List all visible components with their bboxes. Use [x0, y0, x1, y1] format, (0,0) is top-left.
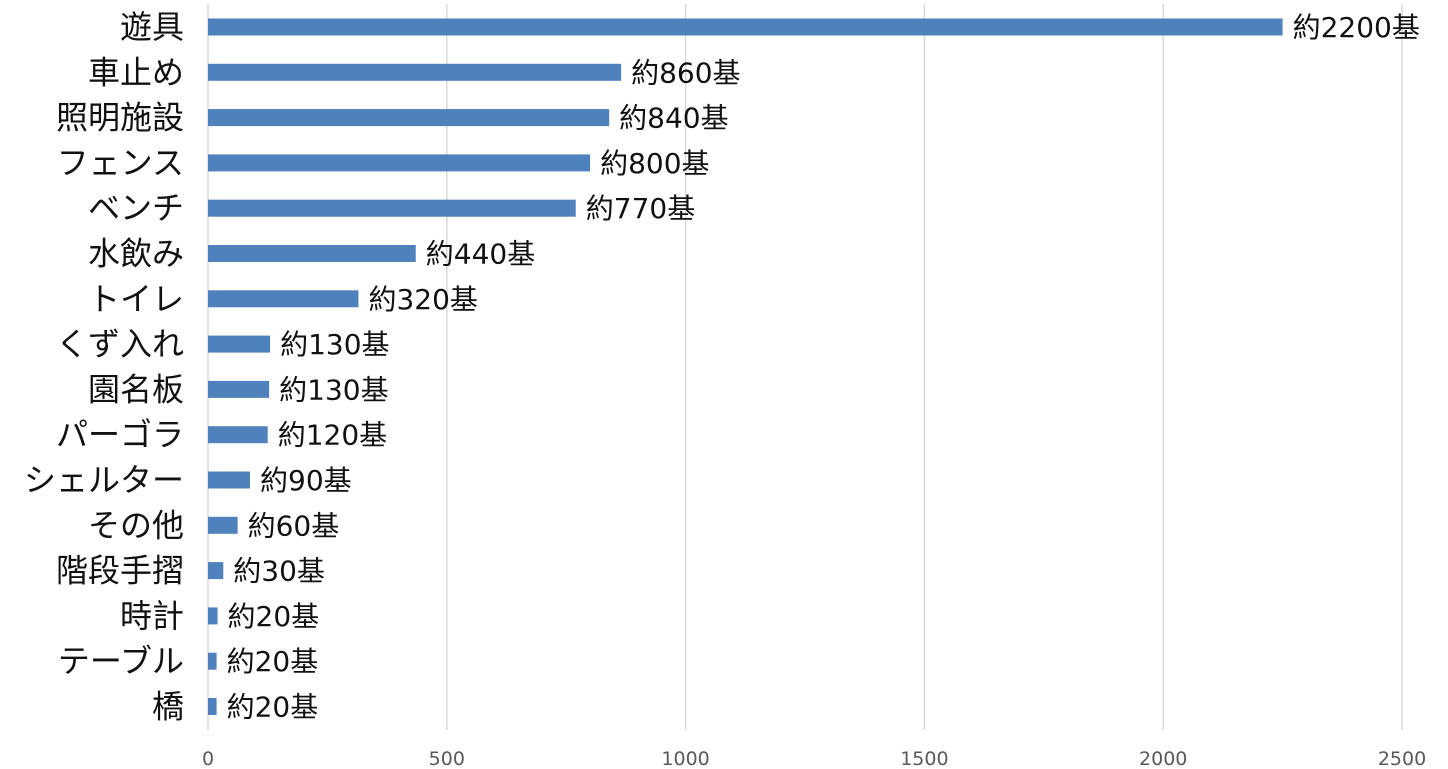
- category-label: テーブル: [58, 642, 184, 680]
- category-label: 階段手摺: [56, 552, 184, 590]
- x-axis-ticks: 0 500 1000 1500 2000 2500: [202, 748, 1426, 769]
- bar: [208, 63, 622, 81]
- data-label: 約840基: [619, 102, 728, 135]
- bar: [208, 199, 576, 217]
- data-label: 約800基: [600, 147, 709, 180]
- bar: [208, 109, 610, 127]
- data-labels: 約2200基約860基約840基約800基約770基約440基約320基約130…: [227, 11, 1420, 724]
- category-label: ベンチ: [88, 189, 184, 227]
- data-label: 約2200基: [1293, 11, 1420, 44]
- data-label: 約90基: [260, 464, 352, 497]
- x-tick-label: 2500: [1378, 748, 1426, 769]
- x-tick-label: 0: [202, 748, 214, 769]
- bar: [208, 380, 270, 398]
- bar: [208, 562, 224, 580]
- bar: [208, 516, 238, 534]
- category-label: 車止め: [88, 53, 184, 91]
- category-label: パーゴラ: [56, 416, 184, 454]
- bar: [208, 607, 218, 625]
- data-label: 約770基: [586, 192, 695, 225]
- category-labels: 遊具車止め照明施設フェンスベンチ水飲みトイレくず入れ園名板パーゴラシェルターその…: [24, 8, 184, 726]
- x-tick-label: 500: [429, 748, 465, 769]
- data-label: 約20基: [228, 600, 320, 633]
- data-label: 約320基: [368, 283, 477, 316]
- category-label: 園名板: [88, 370, 184, 408]
- category-label: 時計: [120, 597, 184, 635]
- data-label: 約60基: [248, 509, 340, 542]
- category-label: 照明施設: [56, 99, 184, 137]
- data-label: 約120基: [278, 419, 387, 452]
- bar: [208, 471, 251, 489]
- bar: [208, 698, 217, 715]
- data-label: 約20基: [227, 645, 319, 678]
- category-label: くず入れ: [56, 325, 184, 363]
- bar: [208, 290, 359, 308]
- bar: [208, 426, 268, 444]
- x-tick-label: 1000: [661, 748, 709, 769]
- data-label: 約440基: [426, 238, 535, 271]
- data-label: 約20基: [227, 691, 319, 724]
- category-label: 水飲み: [88, 235, 184, 273]
- category-label: フェンス: [57, 144, 184, 182]
- category-label: その他: [88, 506, 184, 544]
- x-tick-label: 2000: [1139, 748, 1187, 769]
- bar: [208, 245, 416, 262]
- data-label: 約30基: [233, 555, 325, 588]
- category-label: トイレ: [88, 280, 184, 318]
- bar: [208, 18, 1283, 36]
- bar: [208, 652, 217, 670]
- bar: [208, 335, 271, 353]
- bars: [208, 18, 1283, 715]
- bar: [208, 154, 591, 172]
- x-tick-label: 1500: [900, 748, 948, 769]
- category-label: シェルター: [24, 461, 184, 499]
- data-label: 約130基: [279, 373, 388, 406]
- category-label: 遊具: [120, 8, 184, 46]
- data-label: 約130基: [280, 328, 389, 361]
- category-label: 橋: [152, 688, 184, 726]
- data-label: 約860基: [631, 56, 740, 89]
